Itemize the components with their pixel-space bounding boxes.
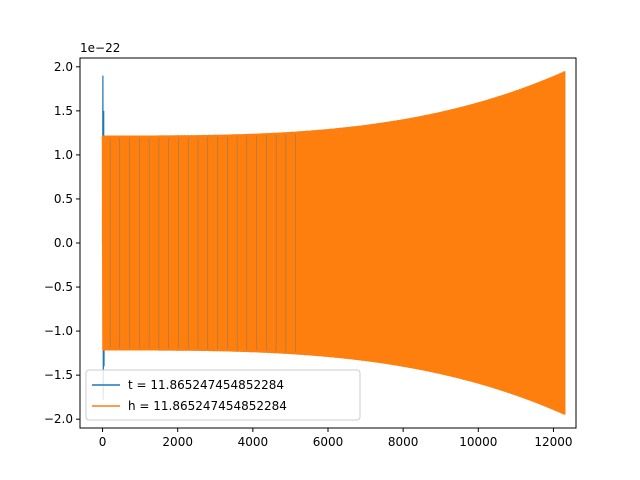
x-tick-label: 2000 (162, 435, 193, 449)
series-layer (101, 71, 566, 415)
y-tick-label: 1.0 (54, 148, 73, 162)
y-tick-label: −1.5 (44, 368, 73, 382)
y-axis: −2.0 −1.5 −1.0 −0.5 0.0 0.5 1.0 1.5 2.0 (44, 60, 80, 426)
legend: t = 11.865247454852284 h = 11.86524745485… (85, 369, 361, 421)
legend-label: h = 11.865247454852284 (128, 399, 287, 413)
y-tick-label: −0.5 (44, 280, 73, 294)
y-tick-label: 0.0 (54, 236, 73, 250)
legend-label: t = 11.865247454852284 (128, 378, 284, 392)
y-tick-label: 0.5 (54, 192, 73, 206)
y-tick-label: 1.5 (54, 104, 73, 118)
series-line-h (101, 71, 566, 415)
y-tick-label: 2.0 (54, 60, 73, 74)
x-axis: 0 2000 4000 6000 8000 10000 12000 (99, 428, 573, 449)
x-tick-label: 4000 (238, 435, 269, 449)
x-tick-label: 10000 (459, 435, 497, 449)
y-tick-label: −2.0 (44, 412, 73, 426)
legend-box (85, 369, 361, 421)
x-tick-label: 8000 (388, 435, 419, 449)
y-tick-label: −1.0 (44, 324, 73, 338)
y-offset-text: 1e−22 (80, 41, 120, 55)
x-tick-label: 6000 (313, 435, 344, 449)
x-tick-label: 0 (99, 435, 107, 449)
x-tick-label: 12000 (534, 435, 572, 449)
series-line-t-strands (109, 133, 296, 353)
